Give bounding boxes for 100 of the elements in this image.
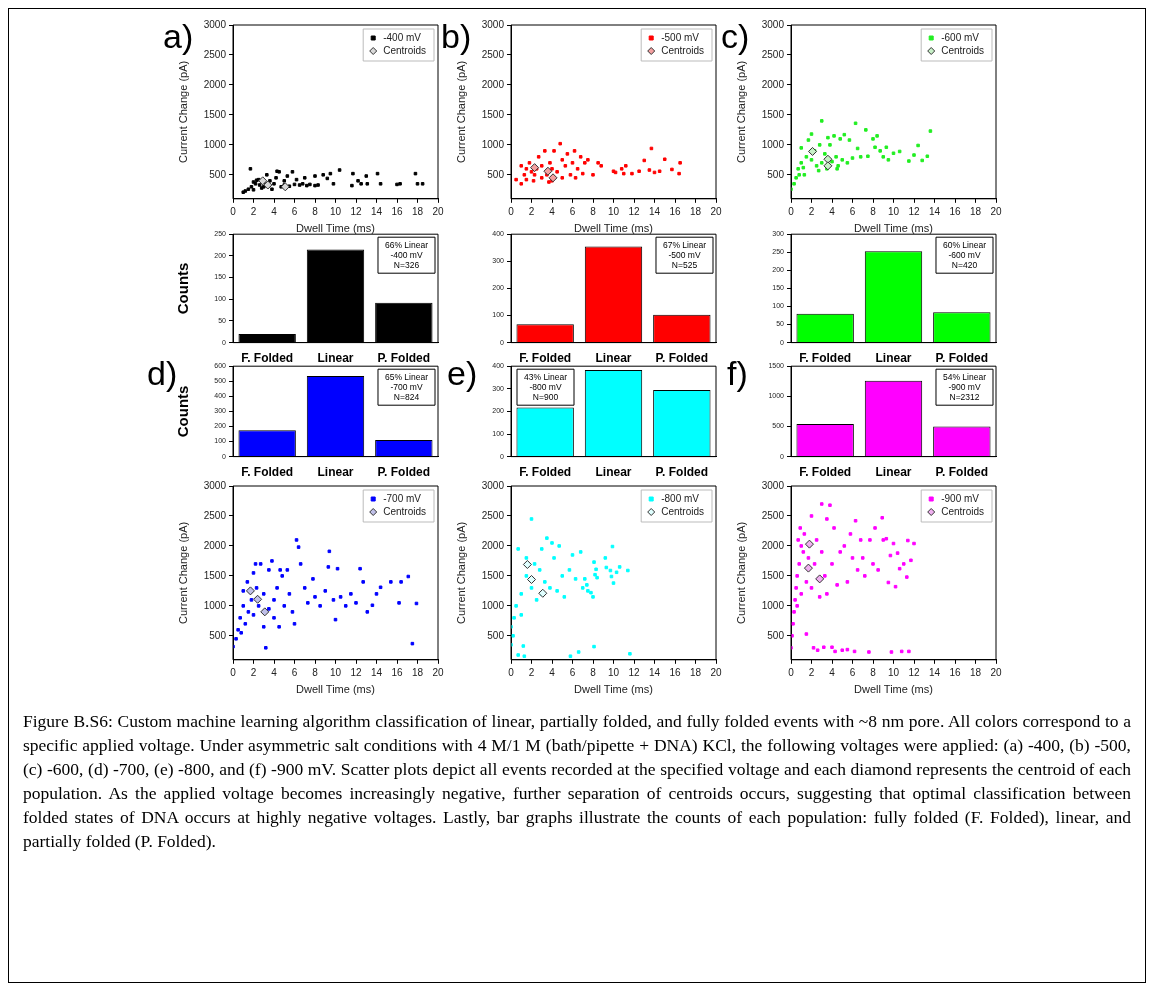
x-tick-label: 20 (432, 205, 444, 217)
x-tick-label: 10 (329, 666, 342, 678)
x-tick-label: 6 (291, 205, 298, 217)
x-tick-label: P. Folded (655, 351, 709, 366)
y-tick-label: 500 (767, 629, 785, 641)
legend-label: Centroids (661, 505, 705, 517)
x-axis-title: Dwell Time (ms) (296, 222, 375, 235)
x-tick-label: 12 (908, 666, 920, 678)
x-tick-label: P. Folded (377, 465, 431, 480)
x-tick-label: 20 (710, 666, 722, 678)
x-tick-label: 2 (528, 666, 535, 678)
x-tick-label: 4 (829, 205, 836, 217)
x-tick-label: P. Folded (935, 351, 989, 366)
legend-label: -400 mV (383, 31, 422, 43)
y-tick-label: 1500 (761, 108, 785, 120)
x-tick-label: 6 (569, 205, 576, 217)
y-tick-label: 1000 (481, 138, 505, 150)
y-tick-label: 1500 (203, 569, 227, 581)
x-tick-label: 6 (849, 666, 856, 678)
y-tick-label: 3000 (203, 479, 227, 491)
y-tick-label: 3000 (481, 479, 505, 491)
x-tick-label: F. Folded (519, 465, 572, 480)
x-tick-label: 8 (590, 666, 597, 678)
x-tick-label: Linear (595, 351, 632, 366)
x-tick-label: 2 (808, 666, 815, 678)
x-tick-label: 18 (689, 666, 702, 678)
x-tick-label: 8 (312, 205, 319, 217)
x-axis-title: Dwell Time (ms) (854, 683, 933, 696)
x-tick-label: P. Folded (935, 465, 989, 480)
y-tick-label: 2000 (761, 539, 785, 551)
x-tick-label: 2 (250, 205, 257, 217)
x-tick-label: 12 (350, 666, 362, 678)
chart-title: e) (447, 354, 478, 392)
y-axis-title: Current Change (pA) (734, 60, 747, 163)
x-tick-label: Linear (317, 351, 354, 366)
x-tick-label: 16 (949, 205, 961, 217)
legend-label: Centroids (383, 44, 427, 56)
x-tick-label: F. Folded (241, 465, 294, 480)
y-tick-label: 1000 (761, 599, 785, 611)
y-tick-label: 3000 (761, 18, 785, 30)
text: Figure B.S6: Custom machine learning algorithm classification of linear, partially folded, and fully folded events with ~8 nm pore. All colors correspond to a specific applied voltage. Under asymmetric salt conditions with 4 M/1 M (bath/pipette + DNA) KCl, the following voltages were applied: (a) -400, (b) -500, (c) -600, (d) -700, (e) -800, and (f) -900 mV. Scatter plots depict all events recorded at the specified voltage and each diamond represents the centroid of each population. As the applied voltage becomes increasingly negative, further separation of centroids occurs, suggesting that optimal classification between folded states of DNA occurs at highly negative voltages. Lastly, bar graphs illustrate the counts of each population: fully folded (F. Folded), linear, and partially folded (P. Folded). (23, 710, 1131, 853)
y-tick-label: 500 (487, 629, 505, 641)
x-tick-label: 14 (648, 666, 661, 678)
legend-label: Centroids (941, 44, 985, 56)
legend-label: -700 mV (383, 492, 422, 504)
x-axis-title: Dwell Time (ms) (296, 683, 375, 696)
y-axis-title: Current Change (pA) (454, 60, 467, 163)
annotation: 43% Linear -800 mV N=900 (523, 371, 568, 402)
x-tick-label: 12 (908, 205, 920, 217)
x-tick-label: 16 (669, 205, 681, 217)
x-tick-label: 8 (870, 205, 877, 217)
y-axis-title: Current Change (pA) (454, 521, 467, 624)
chart-title: f) (727, 354, 748, 392)
x-tick-label: 0 (230, 205, 237, 217)
x-tick-label: 10 (607, 205, 620, 217)
y-tick-label: 1500 (481, 569, 505, 581)
x-tick-label: F. Folded (519, 351, 572, 366)
annotation: 67% Linear -500 mV N=525 (662, 239, 707, 270)
x-tick-label: 14 (370, 666, 383, 678)
x-tick-label: 6 (569, 666, 576, 678)
x-axis-title: Dwell Time (ms) (574, 683, 653, 696)
y-tick-label: 1000 (203, 599, 227, 611)
x-tick-label: 6 (291, 666, 298, 678)
y-tick-label: 1500 (203, 108, 227, 120)
x-tick-label: 16 (391, 205, 403, 217)
x-tick-label: 8 (870, 666, 877, 678)
legend-label: -900 mV (941, 492, 980, 504)
y-axis-title: Current Change (pA) (176, 521, 189, 624)
x-tick-label: Linear (595, 465, 632, 480)
x-axis-title: Dwell Time (ms) (574, 222, 653, 235)
x-tick-label: 20 (990, 666, 1002, 678)
y-tick-label: 500 (767, 168, 785, 180)
x-tick-label: 18 (969, 666, 982, 678)
chart-title: c) (721, 17, 750, 55)
y-tick-label: 1000 (203, 138, 227, 150)
y-tick-label: 2000 (203, 78, 227, 90)
y-tick-label: 2000 (203, 539, 227, 551)
x-tick-label: 4 (549, 205, 556, 217)
y-axis-title: Current Change (pA) (734, 521, 747, 624)
y-tick-label: 2000 (481, 539, 505, 551)
x-tick-label: 4 (271, 666, 278, 678)
x-tick-label: F. Folded (241, 351, 294, 366)
y-tick-label: 2500 (481, 48, 505, 60)
x-tick-label: F. Folded (799, 351, 852, 366)
x-tick-label: 6 (849, 205, 856, 217)
y-tick-label: 2000 (761, 78, 785, 90)
x-tick-label: P. Folded (655, 465, 709, 480)
x-tick-label: 14 (370, 205, 383, 217)
y-tick-label: 500 (487, 168, 505, 180)
x-tick-label: 12 (628, 666, 640, 678)
legend-label: Centroids (383, 505, 427, 517)
x-tick-label: 0 (788, 205, 795, 217)
y-tick-label: 3000 (761, 479, 785, 491)
x-tick-label: 20 (710, 205, 722, 217)
y-axis-title: Current Change (pA) (176, 60, 189, 163)
y-tick-label: 3000 (203, 18, 227, 30)
y-tick-label: 2500 (203, 48, 227, 60)
y-tick-label: 500 (209, 629, 227, 641)
x-tick-label: 12 (350, 205, 362, 217)
x-tick-label: 16 (391, 666, 403, 678)
